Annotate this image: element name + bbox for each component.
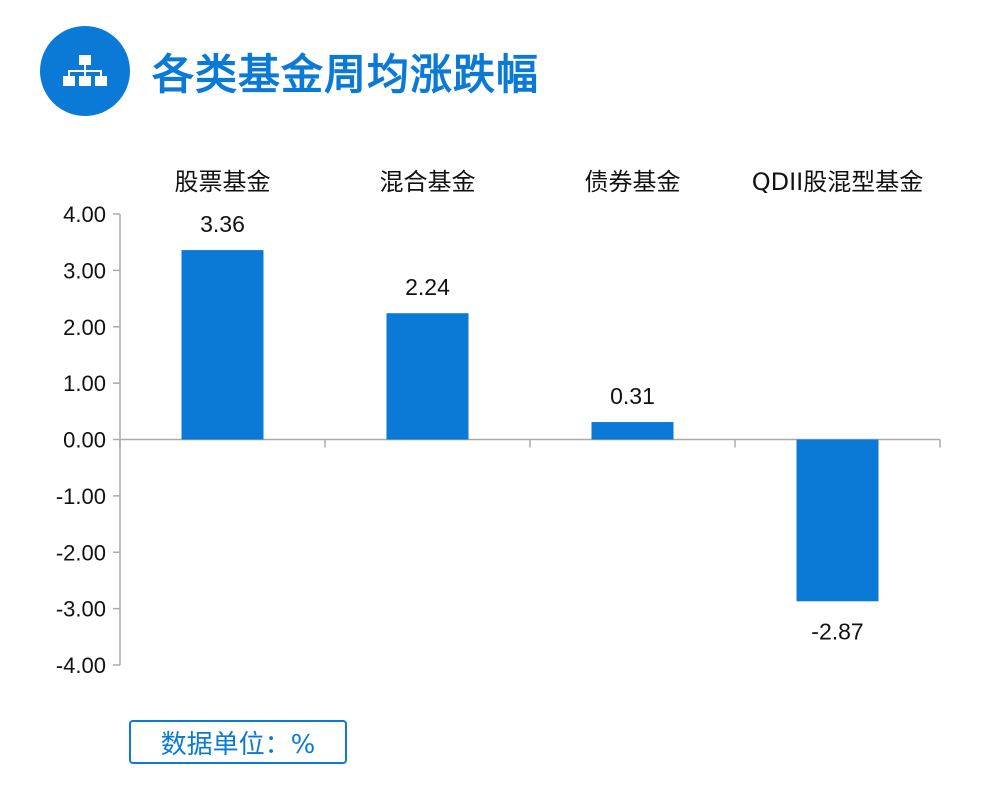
- header: 各类基金周均涨跌幅: [40, 26, 539, 116]
- y-tick-label: 0.00: [63, 428, 106, 453]
- bar: [796, 439, 879, 602]
- bar: [386, 313, 469, 440]
- page-title: 各类基金周均涨跌幅: [152, 49, 540, 99]
- bar: [591, 422, 674, 440]
- y-tick-label: -2.00: [56, 540, 106, 565]
- y-tick-label: -4.00: [56, 653, 106, 678]
- hierarchy-icon: [40, 26, 130, 116]
- category-label: 混合基金: [380, 168, 476, 196]
- y-tick-label: 4.00: [63, 202, 106, 227]
- bar: [181, 250, 264, 440]
- y-tick-label: 1.00: [63, 371, 106, 396]
- category-label: 股票基金: [175, 168, 271, 196]
- y-tick-label: -3.00: [56, 597, 106, 622]
- category-label: QDII股混型基金: [752, 168, 924, 196]
- chart-bars: [181, 250, 879, 602]
- chart-labels: 股票基金 3.36 混合基金 2.24 债券基金 0.31 QDII股混型基金 -2.87: [175, 168, 924, 644]
- data-label: -2.87: [811, 618, 863, 644]
- category-label: 债券基金: [585, 168, 681, 196]
- data-label: 3.36: [200, 211, 245, 237]
- data-label: 2.24: [405, 274, 450, 300]
- y-tick-label: -1.00: [56, 484, 106, 509]
- unit-label: 数据单位：%: [129, 720, 347, 764]
- y-tick-label: 3.00: [63, 258, 106, 283]
- data-label: 0.31: [610, 383, 655, 409]
- y-tick-label: 2.00: [63, 315, 106, 340]
